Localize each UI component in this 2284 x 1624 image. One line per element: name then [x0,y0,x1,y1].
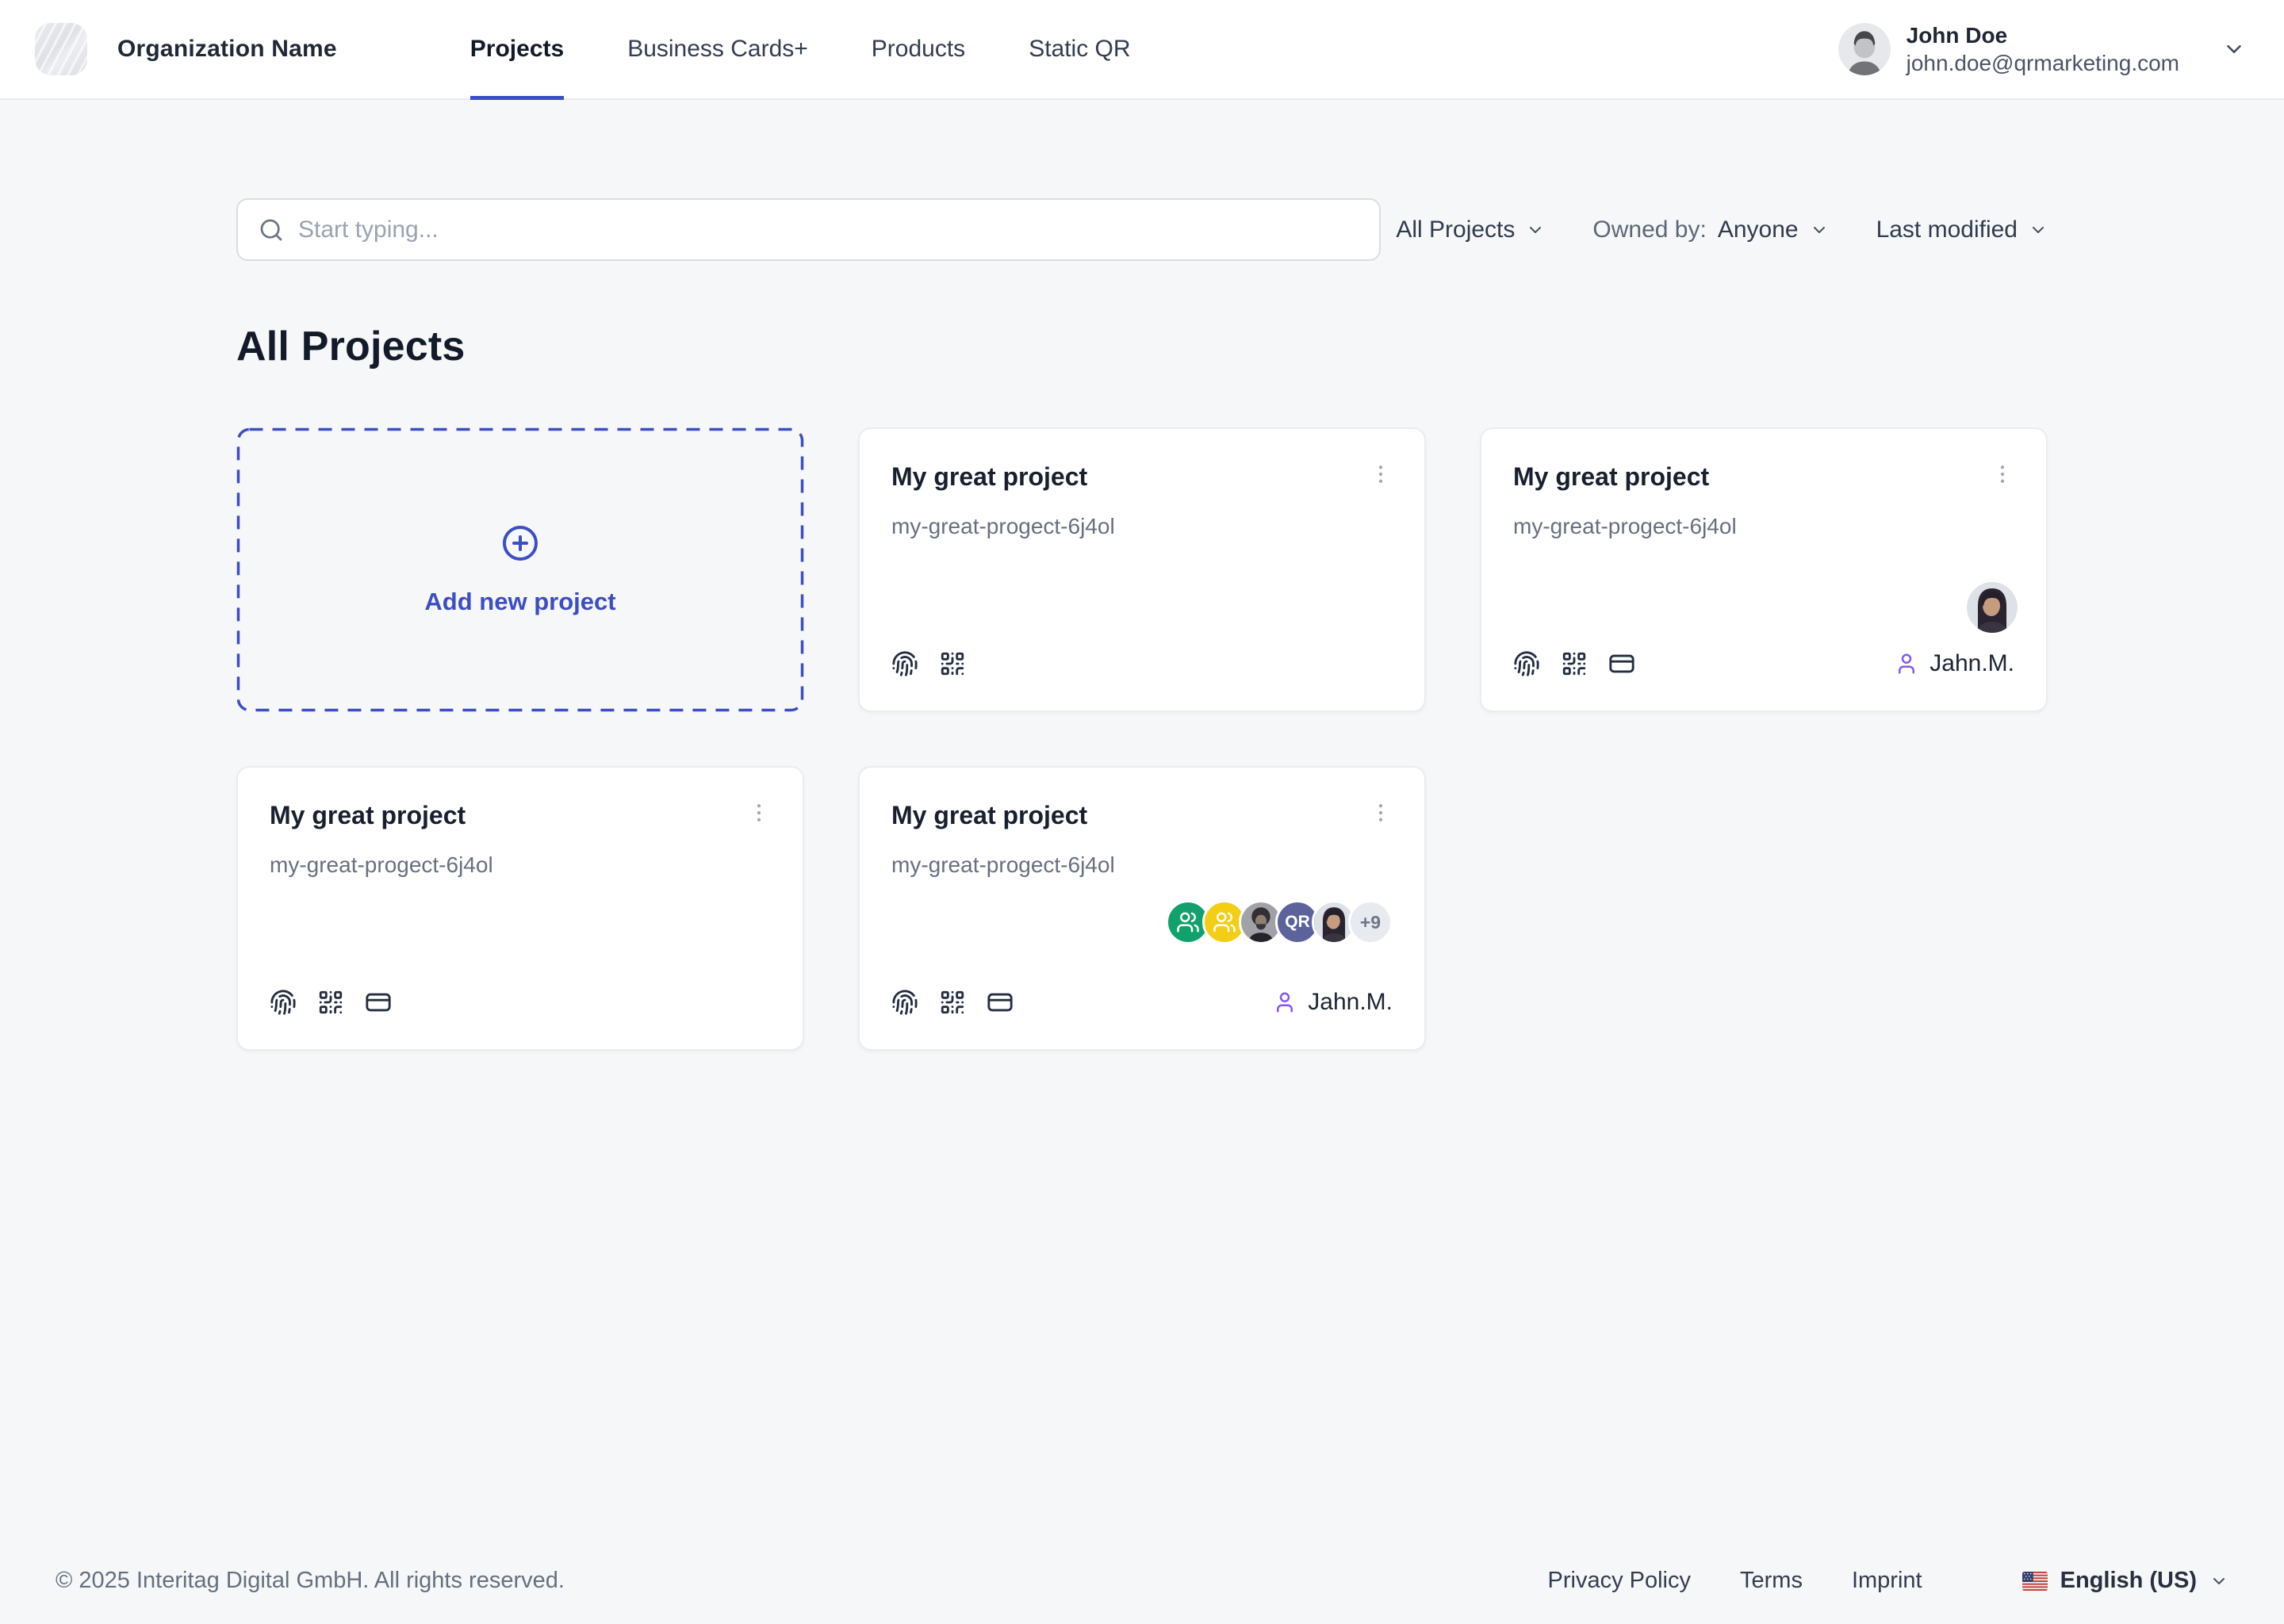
main-nav: Projects Business Cards+ Products Static… [469,0,1131,100]
users-icon [1213,912,1236,933]
kebab-menu-button[interactable] [1987,459,2018,489]
owner-name: Jahn.M. [1930,650,2014,676]
feature-icons [270,989,392,1016]
language-label: English (US) [2060,1568,2197,1593]
user-name: John Doe [1906,23,2008,48]
nav-tab-projects[interactable]: Projects [469,0,565,100]
feature-icons [1513,650,1635,677]
search-icon [259,217,284,243]
nav-tab-products[interactable]: Products [872,0,965,98]
kebab-menu-button[interactable] [744,798,774,828]
filter-bar: All Projects Owned by: Anyone Last modif… [1396,216,2048,243]
filter-project-scope[interactable]: All Projects [1396,216,1545,243]
project-title: My great project [891,462,1088,491]
qr-code-icon [1562,652,1586,676]
fingerprint-icon [892,651,918,676]
imprint-link[interactable]: Imprint [1851,1568,1922,1593]
filter-project-scope-label: All Projects [1396,216,1516,243]
owner-name: Jahn.M. [1308,989,1393,1015]
kebab-icon [757,804,761,822]
us-flag-icon [2021,1571,2048,1591]
project-owner: Jahn.M. [1895,650,2014,677]
qr-badge-label: QR [1285,913,1310,931]
project-title: My great project [891,801,1088,829]
page-footer: © 2025 Interitag Digital GmbH. All right… [0,1568,2284,1624]
chevron-down-icon [2209,1572,2228,1591]
credit-card-icon [987,993,1013,1012]
project-grid: Add new project My great project my-grea… [236,427,2048,1051]
chevron-down-icon [2222,37,2246,61]
page-title: All Projects [236,324,466,370]
project-card[interactable]: My great project my-great-progect-6j4ol [858,766,1426,1051]
language-selector[interactable]: English (US) [2021,1568,2228,1594]
filter-sort[interactable]: Last modified [1876,216,2048,243]
feature-icons [891,989,1014,1016]
nav-tab-static-qr[interactable]: Static QR [1029,0,1130,98]
kebab-icon [2000,465,2005,483]
fingerprint-icon [892,990,918,1015]
member-avatar[interactable] [1967,582,2018,633]
project-slug: my-great-progect-6j4ol [270,852,493,877]
member-avatar [1239,900,1283,944]
fingerprint-icon [1514,651,1539,676]
project-title: My great project [1513,462,1710,491]
chevron-down-icon [1810,220,1829,239]
content-area: All Projects Owned by: Anyone Last modif… [236,100,2048,1568]
privacy-policy-link[interactable]: Privacy Policy [1547,1568,1692,1593]
search-input[interactable] [298,216,1359,243]
project-title: My great project [270,801,466,829]
project-card[interactable]: My great project my-great-progect-6j4ol [858,427,1426,712]
credit-card-icon [1609,654,1634,673]
kebab-menu-button[interactable] [1366,459,1396,489]
toolbar: All Projects Owned by: Anyone Last modif… [236,198,2048,261]
project-slug: my-great-progect-6j4ol [891,514,1115,538]
project-owner: Jahn.M. [1273,989,1393,1016]
qr-code-icon [941,652,964,676]
terms-link[interactable]: Terms [1740,1568,1803,1593]
users-icon [1177,912,1199,933]
copyright-text: © 2025 Interitag Digital GmbH. All right… [56,1568,565,1593]
overflow-count: +9 [1359,911,1382,933]
filter-owned-by-prefix: Owned by: [1592,216,1707,243]
fingerprint-icon [270,990,296,1015]
project-slug: my-great-progect-6j4ol [1513,514,1737,538]
qr-code-icon [319,990,343,1014]
organization-name: Organization Name [117,36,337,62]
user-menu[interactable]: John Doe john.doe@qrmarketing.com [1838,21,2246,77]
nav-tab-business-cards[interactable]: Business Cards+ [627,0,808,98]
top-bar: Organization Name Projects Business Card… [0,0,2284,100]
organization-logo [35,23,87,75]
project-slug: my-great-progect-6j4ol [891,852,1115,877]
feature-icons [891,650,966,677]
user-info: John Doe john.doe@qrmarketing.com [1907,21,2179,77]
overflow-count-avatar: +9 [1348,900,1393,944]
footer-links: Privacy Policy Terms Imprint [1548,1568,2228,1594]
qr-code-icon [941,990,964,1014]
credit-card-icon [366,993,391,1012]
dashed-border [236,427,804,712]
filter-owned-by[interactable]: Owned by: Anyone [1592,216,1828,243]
project-card[interactable]: My great project my-great-progect-6j4ol [236,766,804,1051]
add-new-project-label: Add new project [424,587,616,615]
filter-owned-by-value: Anyone [1717,216,1799,243]
user-icon [1895,652,1918,676]
user-icon [1273,990,1297,1014]
project-card[interactable]: My great project my-great-progect-6j4ol [1480,427,2048,712]
member-avatar [1312,900,1356,944]
user-email: john.doe@qrmarketing.com [1906,51,2179,75]
kebab-icon [1378,804,1383,822]
chevron-down-icon [1526,220,1545,239]
kebab-icon [1378,465,1383,483]
user-avatar [1838,23,1891,75]
member-avatar-stack[interactable]: QR +9 [1166,900,1393,944]
chevron-down-icon [2029,220,2048,239]
plus-circle-icon [501,524,539,562]
filter-sort-label: Last modified [1876,216,2018,243]
add-new-project-card[interactable]: Add new project [236,427,804,712]
kebab-menu-button[interactable] [1366,798,1396,828]
search-box [236,198,1381,261]
